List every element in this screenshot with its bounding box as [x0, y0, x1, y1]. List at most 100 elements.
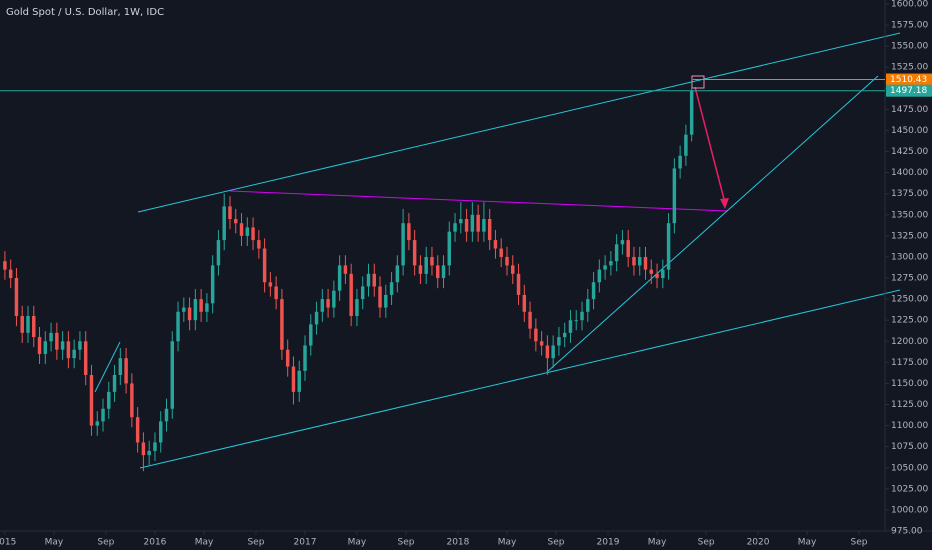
candle-body	[124, 358, 128, 384]
candle-body	[147, 450, 151, 456]
candle-body	[516, 273, 521, 295]
y-tick-label: 1225.00	[891, 316, 928, 326]
candle-body	[539, 341, 544, 346]
candle-body	[251, 227, 255, 241]
price-label-box	[886, 73, 932, 86]
candle-body	[493, 240, 498, 249]
x-tick-label: May	[45, 538, 64, 548]
candle-body	[557, 337, 561, 346]
candle-body	[528, 311, 532, 329]
y-tick-label: 1200.00	[891, 337, 928, 347]
candle-body	[49, 332, 53, 342]
candle-body	[245, 227, 250, 236]
candle-body	[26, 315, 30, 333]
candle-body	[482, 219, 486, 232]
candle-body	[274, 286, 278, 300]
candle-body	[285, 349, 290, 367]
x-tick-label: Sep	[851, 538, 868, 548]
x-tick-label: Sep	[698, 538, 715, 548]
x-tick-label: May	[195, 538, 214, 548]
candle-body	[649, 269, 654, 274]
candle-body	[597, 269, 602, 283]
candle-body	[216, 240, 221, 266]
candle-body	[280, 299, 284, 350]
candle-body	[309, 324, 313, 346]
candle-body	[412, 240, 417, 266]
y-tick-label: 1125.00	[891, 400, 928, 410]
y-tick-label: 1075.00	[891, 442, 928, 452]
x-tick-label: 2020	[747, 538, 770, 548]
x-tick-label: 2019	[597, 538, 620, 548]
x-tick-label: Sep	[247, 538, 264, 548]
y-tick-label: 1150.00	[891, 379, 928, 389]
candle-body	[620, 240, 625, 245]
candle-body	[20, 315, 24, 333]
x-tick-label: 2018	[446, 538, 469, 548]
y-tick-label: 1550.00	[891, 42, 928, 52]
x-tick-label: May	[798, 538, 817, 548]
candle-body	[314, 311, 319, 325]
support-line	[546, 75, 879, 373]
candle-body	[43, 341, 48, 354]
y-tick-label: 1000.00	[891, 505, 928, 515]
candle-body	[389, 282, 394, 295]
candle-body	[303, 345, 307, 371]
candle-body	[141, 442, 146, 456]
candle-body	[205, 303, 209, 312]
candle-body	[609, 261, 613, 266]
x-tick-label: May	[498, 538, 517, 548]
candle-body	[268, 282, 273, 287]
candle-body	[453, 223, 457, 232]
y-tick-label: 1375.00	[891, 189, 928, 199]
candle-body	[3, 261, 7, 270]
candle-body	[476, 214, 480, 232]
candle-body	[130, 383, 134, 418]
candle-body	[337, 265, 342, 291]
y-tick-label: 1425.00	[891, 147, 928, 157]
candle-body	[239, 223, 244, 236]
resistance-line	[229, 190, 729, 212]
candle-body	[591, 282, 596, 300]
candle-body	[228, 206, 232, 220]
candle-body	[487, 219, 492, 241]
price-label-box	[886, 84, 932, 97]
candle-body	[603, 265, 607, 270]
candle-body	[101, 408, 105, 422]
candle-body	[66, 341, 71, 359]
candle-body	[626, 240, 630, 257]
candle-body	[372, 273, 376, 287]
candle-body	[436, 265, 440, 279]
candle-body	[210, 265, 215, 304]
candle-body	[257, 240, 261, 249]
candle-body	[689, 90, 694, 135]
candle-body	[418, 265, 423, 274]
candle-body	[193, 299, 198, 321]
candle-body	[378, 286, 382, 308]
candle-body	[355, 299, 359, 316]
candle-body	[199, 299, 203, 312]
candle-body	[83, 341, 88, 376]
arrow-head	[720, 198, 729, 209]
arrow	[694, 86, 726, 204]
candle-body	[153, 442, 157, 451]
price-label: 1510.43	[890, 75, 927, 85]
candle-body	[158, 421, 163, 443]
x-tick-label: May	[648, 538, 667, 548]
x-tick-label: Sep	[398, 538, 415, 548]
y-tick-label: 975.00	[891, 527, 923, 537]
candle-body	[447, 231, 452, 266]
candle-body	[545, 345, 550, 359]
candle-body	[672, 168, 677, 224]
candle-body	[8, 269, 13, 279]
candle-body	[655, 273, 659, 279]
candle-body	[14, 278, 19, 316]
y-tick-label: 1325.00	[891, 231, 928, 241]
candle-body	[349, 273, 353, 316]
candle-body	[614, 244, 619, 262]
y-tick-label: 1275.00	[891, 274, 928, 284]
candle-body	[343, 265, 348, 274]
candle-body	[118, 358, 123, 376]
candle-body	[182, 307, 186, 312]
candle-body	[666, 223, 671, 270]
